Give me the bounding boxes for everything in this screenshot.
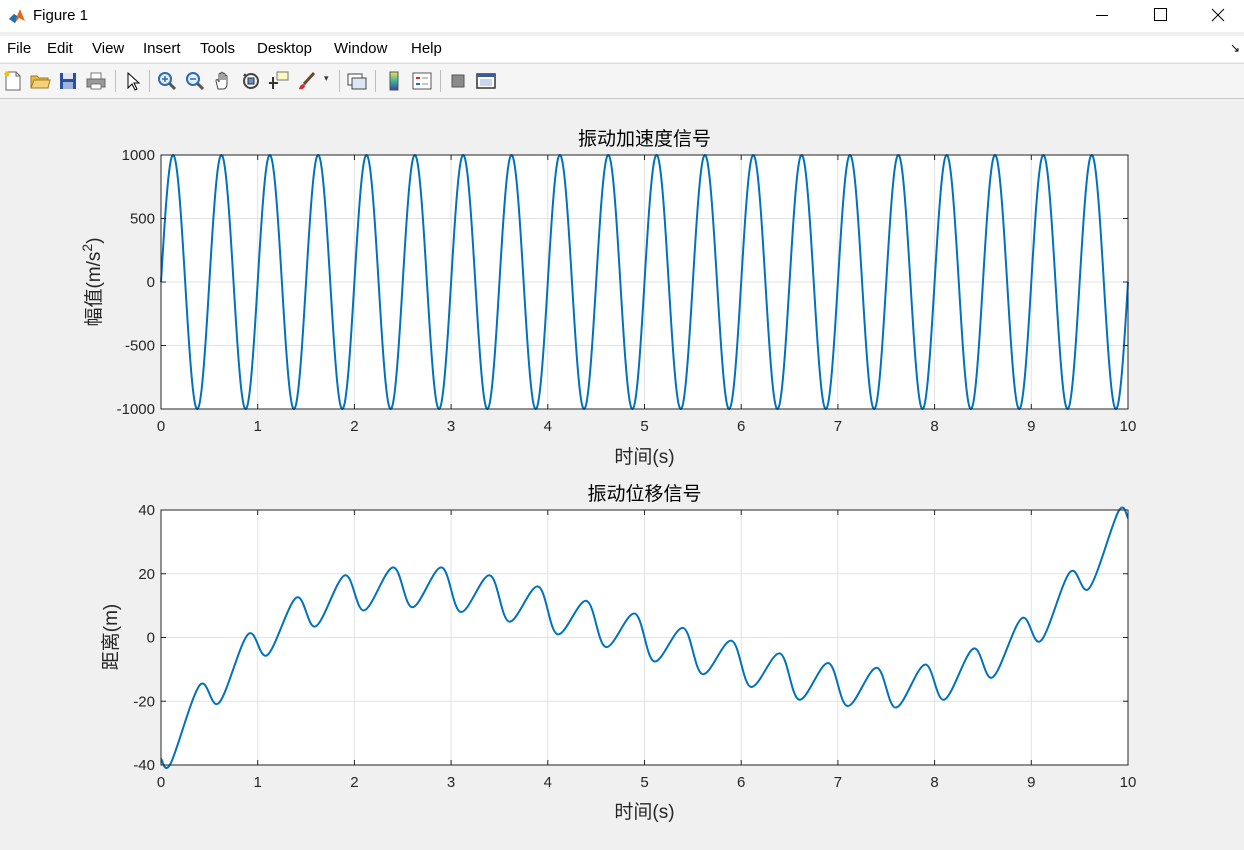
window-title: Figure 1 (33, 7, 89, 24)
menu-bar: File Edit View Insert Tools Desktop Wind… (0, 36, 1244, 62)
rotate-3d-icon[interactable] (239, 69, 263, 93)
menu-insert[interactable]: Insert (143, 40, 181, 57)
data-cursor-icon[interactable] (267, 69, 291, 93)
brush-icon[interactable] (295, 69, 319, 93)
x-tick-label: 1 (254, 418, 262, 435)
x-tick-label: 0 (157, 774, 165, 791)
y-tick-label: -500 (125, 338, 155, 355)
save-icon[interactable] (56, 69, 80, 93)
menu-desktop[interactable]: Desktop (257, 40, 313, 57)
subplot-displacement: 0 1 2 3 4 5 6 7 8 9 10 40 20 0 -20 -40 振动位移信号 时间(s) 距离(… (100, 483, 1136, 823)
open-file-icon[interactable] (28, 69, 52, 93)
window-title-bar: Figure 1 (0, 0, 1244, 32)
y-tick-label: 0 (147, 274, 155, 291)
menu-view[interactable]: View (92, 40, 125, 57)
colorbar-icon[interactable] (382, 69, 406, 93)
y-tick-label: -1000 (117, 401, 155, 418)
minimize-button[interactable] (1072, 0, 1130, 32)
hide-plot-tools-icon[interactable] (446, 69, 470, 93)
x-axis-label: 时间(s) (614, 801, 674, 823)
x-tick-label: 2 (350, 418, 358, 435)
x-axis-label: 时间(s) (614, 446, 674, 468)
menu-file[interactable]: File (7, 40, 32, 57)
menu-tools[interactable]: Tools (200, 40, 236, 57)
axis-ticks: 0 1 2 3 4 5 6 7 8 9 10 40 20 0 -20 -40 (133, 502, 1136, 791)
x-tick-label: 9 (1027, 418, 1035, 435)
x-tick-label: 10 (1120, 774, 1137, 791)
figure-canvas: 0 1 2 3 4 5 6 7 8 9 10 1000 500 0 -500 -1000 振动加速度信号 时间… (0, 97, 1244, 845)
menu-window[interactable]: Window (334, 40, 388, 57)
subplot-acceleration: 0 1 2 3 4 5 6 7 8 9 10 1000 500 0 -500 -1000 振动加速度信号 时间… (79, 128, 1136, 468)
y-tick-label: 500 (130, 211, 155, 228)
x-tick-label: 8 (930, 418, 938, 435)
x-tick-label: 6 (737, 418, 745, 435)
x-tick-label: 5 (640, 774, 648, 791)
x-tick-label: 0 (157, 418, 165, 435)
print-icon[interactable] (84, 69, 108, 93)
minimize-icon (1096, 15, 1108, 16)
chart-title: 振动位移信号 (587, 483, 701, 505)
close-button[interactable] (1188, 0, 1244, 32)
show-plot-tools-icon[interactable] (474, 69, 498, 93)
x-tick-label: 1 (254, 774, 262, 791)
menu-help[interactable]: Help (411, 40, 442, 57)
zoom-out-icon[interactable] (183, 69, 207, 93)
y-tick-label: 1000 (122, 147, 155, 164)
x-tick-label: 4 (544, 774, 552, 791)
menu-edit[interactable]: Edit (47, 40, 73, 57)
figure-toolbar: ▾ (0, 63, 1244, 99)
matlab-logo-icon (7, 6, 27, 26)
new-figure-icon[interactable] (1, 69, 25, 93)
zoom-in-icon[interactable] (155, 69, 179, 93)
y-tick-label: 0 (147, 630, 155, 647)
y-tick-label: -40 (133, 757, 155, 774)
y-axis-label: 距离(m) (100, 604, 122, 670)
close-icon (1211, 8, 1225, 22)
x-tick-label: 7 (834, 418, 842, 435)
x-tick-label: 5 (640, 418, 648, 435)
dock-arrow-icon[interactable]: ↘ (1229, 41, 1240, 55)
y-tick-label: 20 (138, 566, 155, 583)
x-tick-label: 7 (834, 774, 842, 791)
select-arrow-icon[interactable] (121, 69, 145, 93)
x-tick-label: 3 (447, 418, 455, 435)
legend-icon[interactable] (410, 69, 434, 93)
x-tick-label: 6 (737, 774, 745, 791)
x-tick-label: 3 (447, 774, 455, 791)
y-tick-label: 40 (138, 502, 155, 519)
acceleration-signal-line (160, 154, 1129, 410)
maximize-icon (1154, 8, 1167, 21)
y-axis-label: 幅值(m/s2) (79, 237, 105, 326)
x-tick-label: 9 (1027, 774, 1035, 791)
chart-title: 振动加速度信号 (578, 128, 711, 150)
x-tick-label: 10 (1120, 418, 1137, 435)
x-tick-label: 4 (544, 418, 552, 435)
maximize-button[interactable] (1130, 0, 1188, 32)
link-plot-icon[interactable] (345, 69, 369, 93)
y-tick-label: -20 (133, 693, 155, 710)
axis-ticks: 0 1 2 3 4 5 6 7 8 9 10 1000 500 0 -500 -1000 (117, 147, 1137, 435)
pan-hand-icon[interactable] (211, 69, 235, 93)
x-tick-label: 8 (930, 774, 938, 791)
displacement-signal-line (160, 506, 1129, 769)
x-tick-label: 2 (350, 774, 358, 791)
brush-dropdown-icon[interactable]: ▾ (324, 73, 329, 83)
